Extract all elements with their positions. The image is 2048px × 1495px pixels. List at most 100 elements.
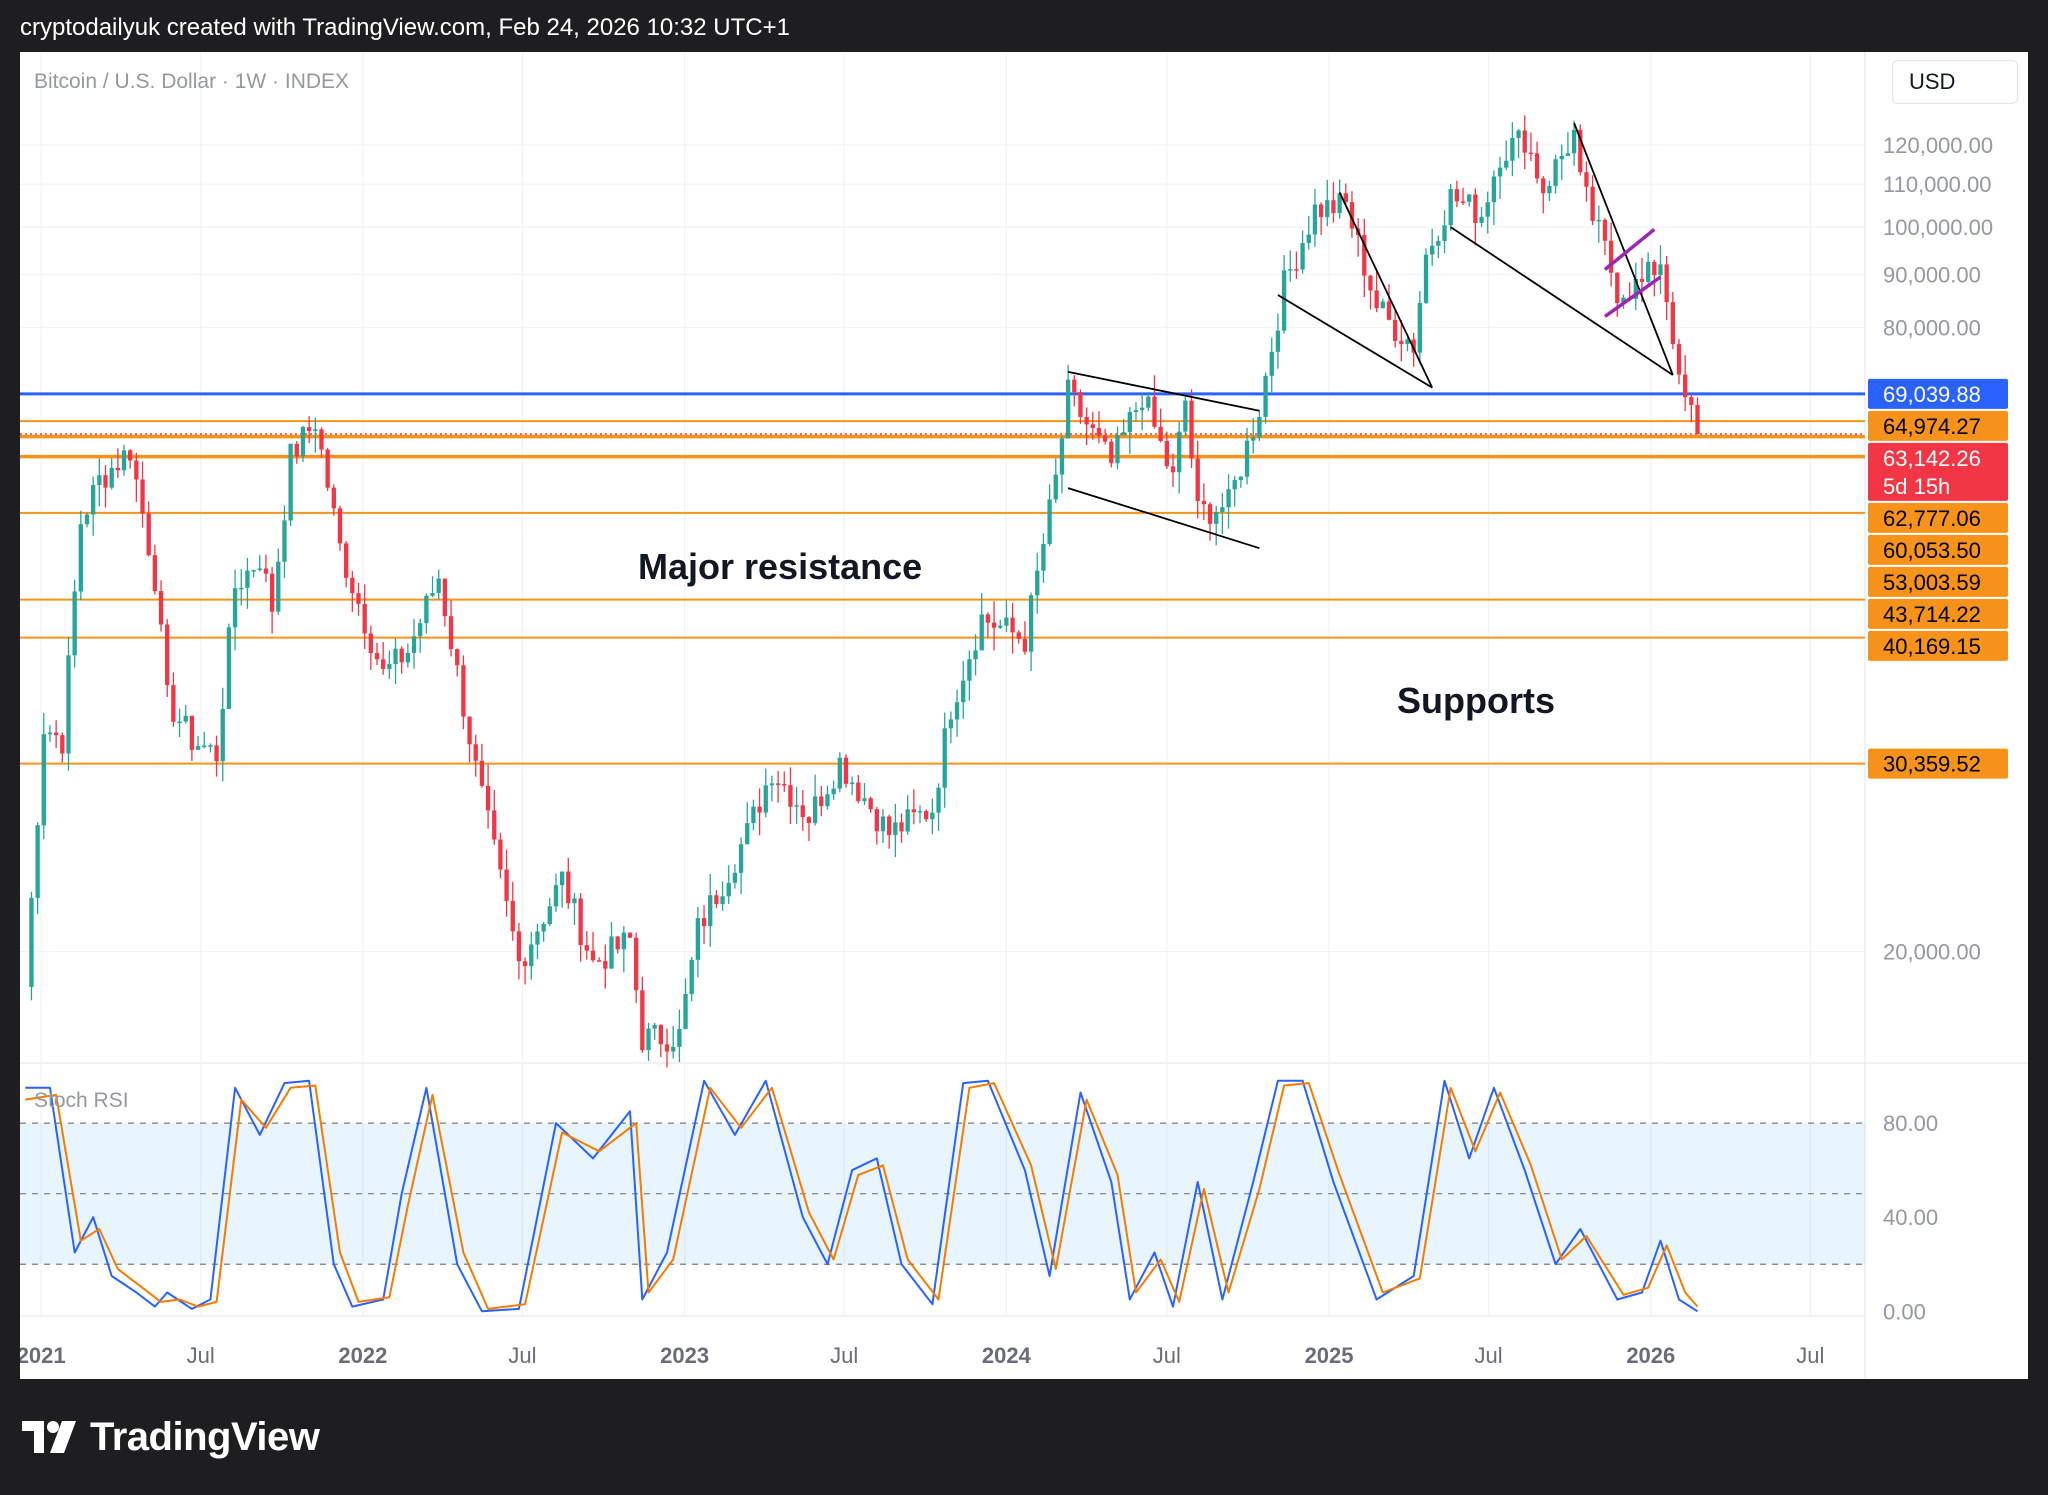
candle-body	[84, 514, 90, 525]
candle-body	[1294, 269, 1299, 271]
price-tag	[1868, 748, 2008, 779]
candle-body	[1596, 219, 1601, 222]
price-tag-value: 40,169.15	[1883, 634, 1981, 659]
x-tick-label: 2025	[1305, 1343, 1354, 1368]
stoch-tick-label: 40.00	[1883, 1205, 1938, 1230]
price-tag	[1868, 598, 2008, 629]
candle-body	[751, 806, 756, 824]
candle-body	[128, 450, 133, 461]
major-resistance-label: Major resistance	[638, 546, 922, 587]
candle-body	[1645, 261, 1651, 282]
candle-body	[1016, 632, 1021, 639]
candle-body	[763, 785, 768, 813]
candle-body	[374, 652, 380, 660]
candle-body	[1436, 240, 1441, 246]
candle-body	[1281, 270, 1287, 331]
candle-body	[837, 757, 842, 789]
candle-body	[1633, 278, 1638, 299]
candle-body	[1096, 428, 1102, 436]
candle-body	[485, 785, 491, 811]
candle-body	[1411, 339, 1416, 353]
candle-body	[714, 895, 719, 905]
candle-body	[529, 944, 534, 967]
candle-body	[942, 728, 947, 788]
tradingview-logo-icon	[22, 1421, 76, 1453]
candle-body	[806, 817, 812, 823]
x-tick-label: Jul	[508, 1343, 536, 1368]
supports-label: Supports	[1397, 680, 1555, 721]
candle-body	[1602, 219, 1608, 241]
candle-body	[1288, 269, 1293, 271]
candle-body	[1386, 301, 1392, 320]
pattern-trendline	[1338, 192, 1433, 389]
x-tick-label: 2022	[338, 1343, 387, 1368]
candle-body	[257, 568, 262, 571]
candle-body	[1430, 245, 1435, 255]
y-tick-label: 80,000.00	[1883, 316, 1981, 341]
stoch-rsi-title: Stoch RSI	[34, 1089, 129, 1112]
chart-svg[interactable]: 2021 Jul 2022 Jul 2023 Jul 2024 Jul 2025 Jul 2026 J…	[20, 52, 2028, 1379]
candle-body	[510, 900, 515, 932]
candle-body	[553, 885, 559, 907]
candle-body	[1448, 189, 1453, 226]
price-tag-value: 30,359.52	[1883, 752, 1981, 777]
candle-body	[1010, 617, 1015, 633]
candle-body	[97, 475, 102, 486]
price-tag-value: 43,714.22	[1883, 602, 1981, 627]
candle-body	[726, 882, 731, 897]
candle-body	[1189, 400, 1194, 459]
candle-body	[887, 816, 892, 835]
candle-body	[121, 450, 127, 471]
candle-body	[1065, 379, 1071, 439]
candle-body	[1022, 638, 1028, 652]
candle-body	[1534, 153, 1540, 179]
pattern-trendline	[1067, 487, 1260, 550]
candle-body	[399, 648, 404, 663]
candle-body	[991, 622, 997, 628]
candle-body	[1238, 476, 1244, 481]
candle-body	[362, 603, 367, 634]
candle-body	[473, 744, 478, 761]
stoch-tick-label: 0.00	[1883, 1299, 1926, 1324]
candle-body	[825, 794, 830, 807]
brand-name: TradingView	[90, 1414, 320, 1459]
candle-body	[732, 872, 738, 883]
candle-body	[115, 467, 121, 471]
candle-body	[1263, 375, 1268, 417]
candle-body	[720, 896, 725, 905]
candle-body	[843, 757, 849, 784]
chart-panel[interactable]: 2021 Jul 2022 Jul 2023 Jul 2024 Jul 2025 Jul 2026 J…	[20, 52, 2028, 1379]
candle-body	[1041, 543, 1046, 571]
attribution-text: cryptodailyuk created with TradingView.c…	[20, 14, 790, 41]
candle-body	[1695, 405, 1700, 435]
x-tick-label: 2024	[982, 1343, 1032, 1368]
bear-flag-line	[1603, 275, 1662, 318]
candle-body	[368, 633, 374, 653]
candle-body	[1109, 441, 1114, 464]
candle-body	[1059, 438, 1065, 475]
candle-body	[1368, 275, 1373, 291]
candle-body	[794, 805, 799, 807]
candle-body	[78, 524, 83, 592]
candle-body	[985, 614, 991, 623]
candle-body	[1571, 129, 1577, 154]
candle-body	[393, 648, 398, 665]
axes: 2021 Jul 2022 Jul 2023 Jul 2024 Jul 2025 Jul 2026 J…	[20, 133, 1993, 1368]
candle-body	[1615, 272, 1620, 304]
tradingview-logo[interactable]: TradingView	[22, 1410, 320, 1464]
candle-body	[1318, 204, 1324, 218]
y-tick-label: 100,000.00	[1883, 215, 1993, 240]
candle-body	[1164, 440, 1170, 467]
candle-body	[504, 869, 509, 901]
candle-body	[979, 614, 984, 651]
pattern-trendline	[1277, 294, 1433, 389]
candle-body	[91, 485, 96, 515]
candle-body	[276, 561, 281, 612]
candle-body	[1349, 202, 1355, 229]
candle-body	[584, 945, 589, 951]
x-tick-label: Jul	[1475, 1343, 1503, 1368]
candle-body	[695, 918, 701, 960]
candle-body	[1170, 466, 1176, 473]
candle-body	[769, 783, 775, 786]
currency-button[interactable]: USD	[1892, 60, 2018, 104]
